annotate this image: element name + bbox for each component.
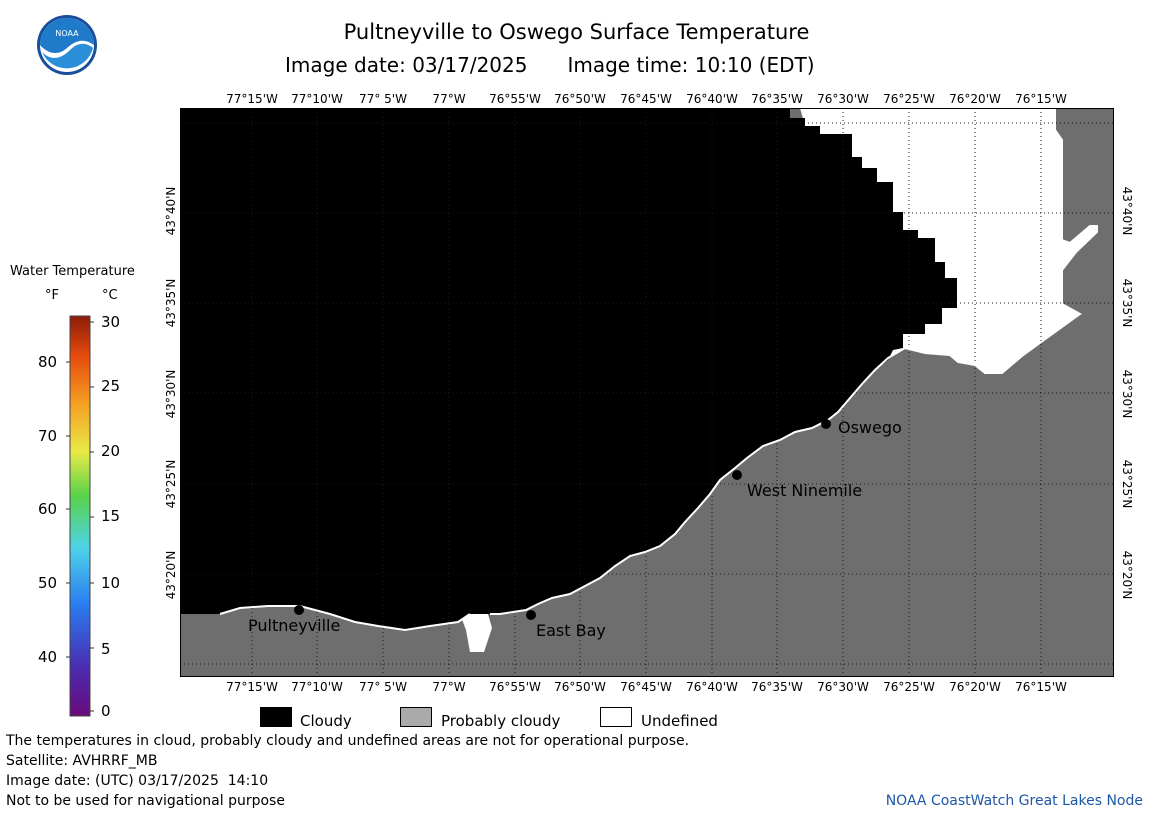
noaa-logo: NOAA [36, 14, 98, 76]
lon-label: 77°10'W [291, 680, 343, 694]
lon-label: 76°20'W [949, 680, 1001, 694]
image-time: Image time: 10:10 (EDT) [567, 53, 815, 77]
c-tick: 5 [101, 640, 111, 658]
lon-label: 76°25'W [883, 680, 935, 694]
f-tick: 40 [38, 648, 58, 666]
lon-label: 76°45'W [620, 92, 672, 106]
image-date: Image date: 03/17/2025 [285, 53, 528, 77]
undefined-area-east-bay [460, 614, 492, 652]
lat-label: 43°35'N [1120, 278, 1134, 328]
lon-label: 76°40'W [686, 92, 738, 106]
lon-label: 77°W [432, 92, 466, 106]
city-label-west-ninemile: West Ninemile [747, 481, 863, 500]
lat-label: 43°40'N [164, 186, 178, 236]
graticule [180, 108, 1114, 677]
lon-label: 76°15'W [1015, 680, 1067, 694]
legend-label-probably-cloudy: Probably cloudy [441, 712, 561, 730]
c-tick: 0 [101, 702, 111, 720]
legend-swatch-cloudy [260, 707, 292, 727]
lon-label: 77° 5'W [359, 680, 407, 694]
lon-label: 77°10'W [291, 92, 343, 106]
scale-title: Water Temperature [10, 264, 135, 279]
lon-label: 76°45'W [620, 680, 672, 694]
lat-label: 43°30'N [1120, 369, 1134, 419]
lon-label: 76°15'W [1015, 92, 1067, 106]
c-tick: 25 [101, 377, 121, 395]
city-marker-oswego [821, 419, 831, 429]
f-tick: 80 [38, 353, 58, 371]
lat-label: 43°25'N [164, 459, 178, 509]
city-label-pultneyville: Pultneyville [248, 616, 341, 635]
lon-label: 76°55'W [489, 92, 541, 106]
city-marker-west-ninemile [732, 470, 742, 480]
legend-swatch-probably-cloudy [400, 707, 432, 727]
page-title: Pultneyville to Oswego Surface Temperatu… [343, 20, 810, 44]
f-tick: 50 [38, 574, 58, 592]
shoreline [219, 108, 1098, 632]
map-frame [180, 108, 1114, 677]
c-tick: 30 [101, 313, 121, 331]
f-tick: 70 [38, 427, 58, 445]
surface-temperature-map [180, 108, 1114, 677]
lon-label: 76°35'W [751, 92, 803, 106]
c-tick: 10 [101, 574, 121, 592]
legend-swatch-undefined [600, 707, 632, 727]
city-marker-east-bay [526, 610, 536, 620]
temperature-scale [66, 315, 94, 717]
lon-label: 76°50'W [554, 680, 606, 694]
legend-label-cloudy: Cloudy [300, 712, 352, 730]
footer-nav-warning: Not to be used for navigational purpose [6, 793, 285, 809]
lon-label: 76°35'W [751, 680, 803, 694]
lat-label: 43°25'N [1120, 459, 1134, 509]
lon-label: 76°40'W [686, 680, 738, 694]
lat-label: 43°20'N [1120, 550, 1134, 600]
city-label-oswego: Oswego [838, 418, 902, 437]
lon-label: 76°30'W [817, 92, 869, 106]
noaa-logo-text: NOAA [55, 29, 79, 38]
lon-label: 77°15'W [226, 680, 278, 694]
credit: NOAA CoastWatch Great Lakes Node [885, 793, 1143, 809]
color-bar [69, 315, 91, 717]
footer-note: The temperatures in cloud, probably clou… [6, 733, 690, 749]
lat-label: 43°35'N [164, 278, 178, 328]
city-label-east-bay: East Bay [536, 621, 606, 640]
lon-label: 76°20'W [949, 92, 1001, 106]
cloudy-area [180, 108, 957, 630]
lat-label: 43°30'N [164, 369, 178, 419]
unit-celsius: °C [102, 288, 118, 303]
footer-satellite: Satellite: AVHRRF_MB [6, 753, 158, 769]
lon-label: 76°55'W [489, 680, 541, 694]
lon-label: 76°25'W [883, 92, 935, 106]
lon-label: 76°50'W [554, 92, 606, 106]
lat-label: 43°20'N [164, 550, 178, 600]
legend-label-undefined: Undefined [641, 712, 718, 730]
c-tick: 15 [101, 507, 121, 525]
c-tick: 20 [101, 442, 121, 460]
lon-label: 77°15'W [226, 92, 278, 106]
city-marker-pultneyville [294, 605, 304, 615]
lon-label: 76°30'W [817, 680, 869, 694]
lat-label: 43°40'N [1120, 186, 1134, 236]
scale-ticks [66, 321, 94, 712]
image-datetime: Image date: 03/17/2025 Image time: 10:10 … [285, 53, 855, 77]
footer-utc-date: Image date: (UTC) 03/17/2025 14:10 [6, 773, 269, 789]
f-tick: 60 [38, 500, 58, 518]
lon-label: 77°W [432, 680, 466, 694]
lon-label: 77° 5'W [359, 92, 407, 106]
unit-fahrenheit: °F [45, 288, 59, 303]
